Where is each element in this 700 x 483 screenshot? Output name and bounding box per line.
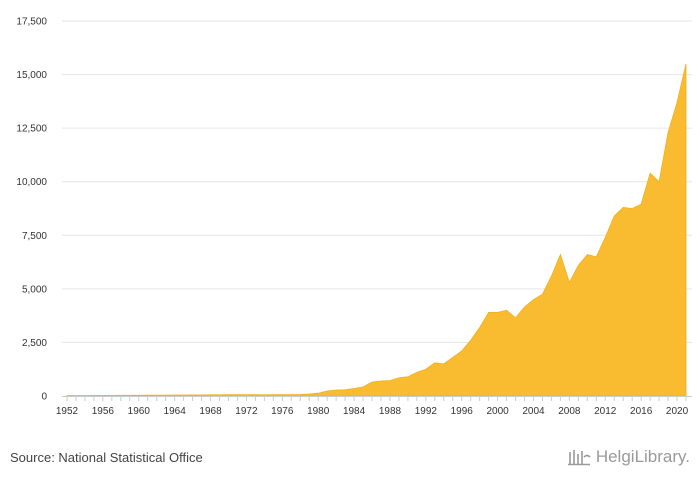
x-tick-label: 1968 bbox=[199, 406, 222, 417]
data-point bbox=[523, 306, 526, 309]
y-tick-label: 5,000 bbox=[22, 284, 47, 295]
data-point bbox=[622, 206, 625, 209]
area-chart: 0 2,500 5,000 7,500 10,000 12,500 15,000 17,500… bbox=[16, 17, 692, 417]
data-point bbox=[541, 293, 544, 296]
x-tick-label: 2012 bbox=[594, 406, 617, 417]
y-tick-label: 10,000 bbox=[16, 177, 47, 188]
data-point bbox=[433, 361, 436, 364]
data-point bbox=[254, 393, 257, 396]
data-point bbox=[424, 368, 427, 371]
grid-lines bbox=[62, 20, 692, 343]
x-tick-label: 1992 bbox=[415, 406, 438, 417]
data-point bbox=[397, 376, 400, 379]
y-tick-label: 0 bbox=[41, 392, 47, 403]
data-point bbox=[559, 253, 562, 256]
data-point bbox=[191, 393, 194, 396]
y-tick-label: 7,500 bbox=[22, 231, 47, 242]
data-point bbox=[317, 392, 320, 395]
brand-name: HelgiLibrary. bbox=[595, 447, 690, 466]
data-point bbox=[388, 379, 391, 382]
x-tick-label: 1988 bbox=[379, 406, 402, 417]
data-point bbox=[371, 381, 374, 384]
data-point bbox=[353, 387, 356, 390]
data-point bbox=[200, 393, 203, 396]
x-tick-label: 1956 bbox=[92, 406, 115, 417]
data-point bbox=[577, 264, 580, 267]
data-point bbox=[676, 101, 679, 104]
x-tick-label: 2004 bbox=[522, 406, 545, 417]
data-point bbox=[344, 388, 347, 391]
data-point bbox=[649, 172, 652, 175]
data-point bbox=[460, 350, 463, 353]
data-point bbox=[442, 362, 445, 365]
data-point bbox=[586, 253, 589, 256]
source-note: Source: National Statistical Office bbox=[10, 450, 203, 465]
x-tick-label: 1972 bbox=[235, 406, 258, 417]
data-point bbox=[227, 393, 230, 396]
data-point bbox=[658, 180, 661, 183]
data-point bbox=[290, 393, 293, 396]
data-point bbox=[308, 393, 311, 396]
library-icon bbox=[567, 450, 591, 466]
data-point bbox=[640, 203, 643, 206]
x-tick-label: 2020 bbox=[666, 406, 689, 417]
y-tick-label: 15,000 bbox=[16, 70, 47, 81]
brand-logo: HelgiLibrary. bbox=[566, 447, 690, 467]
x-tick-label: 1996 bbox=[451, 406, 474, 417]
data-point bbox=[532, 298, 535, 301]
x-tick-label: 1980 bbox=[307, 406, 330, 417]
y-tick-label: 17,500 bbox=[16, 17, 47, 28]
data-point bbox=[505, 309, 508, 312]
data-point bbox=[685, 62, 688, 65]
data-point bbox=[299, 393, 302, 396]
x-tick-label: 2000 bbox=[486, 406, 509, 417]
x-axis bbox=[62, 396, 692, 401]
x-tick-label: 1960 bbox=[128, 406, 151, 417]
x-tick-label: 1964 bbox=[164, 406, 187, 417]
data-point bbox=[263, 393, 266, 396]
x-tick-label: 1952 bbox=[56, 406, 79, 417]
data-point bbox=[245, 393, 248, 396]
data-point bbox=[218, 393, 221, 396]
data-point bbox=[209, 393, 212, 396]
data-point bbox=[236, 393, 239, 396]
data-point bbox=[568, 281, 571, 284]
data-point bbox=[469, 339, 472, 342]
x-tick-label: 2008 bbox=[558, 406, 581, 417]
data-point bbox=[550, 275, 553, 278]
data-point bbox=[281, 393, 284, 396]
data-point bbox=[326, 390, 329, 393]
data-point bbox=[451, 356, 454, 359]
data-point bbox=[415, 371, 418, 374]
data-point bbox=[595, 255, 598, 258]
data-point bbox=[667, 131, 670, 134]
x-tick-label: 1984 bbox=[343, 406, 366, 417]
y-tick-label: 2,500 bbox=[22, 338, 47, 349]
data-point bbox=[514, 316, 517, 319]
data-point bbox=[631, 207, 634, 210]
x-axis-labels: 1952 1956 1960 1964 1968 1972 1976 1980 1984 1988… bbox=[56, 406, 689, 417]
data-point bbox=[496, 311, 499, 314]
x-tick-label: 1976 bbox=[271, 406, 294, 417]
data-point bbox=[613, 215, 616, 218]
area-series bbox=[66, 62, 688, 397]
y-axis: 0 2,500 5,000 7,500 10,000 12,500 15,000 17,500 bbox=[16, 17, 47, 403]
data-point bbox=[379, 380, 382, 383]
data-point bbox=[272, 393, 275, 396]
data-point bbox=[335, 389, 338, 392]
data-point bbox=[487, 311, 490, 314]
y-tick-label: 12,500 bbox=[16, 124, 47, 135]
data-point bbox=[478, 326, 481, 329]
x-tick-label: 2016 bbox=[630, 406, 653, 417]
data-point bbox=[362, 386, 365, 389]
data-point bbox=[406, 375, 409, 378]
data-point bbox=[604, 236, 607, 239]
area-fill bbox=[66, 63, 687, 397]
